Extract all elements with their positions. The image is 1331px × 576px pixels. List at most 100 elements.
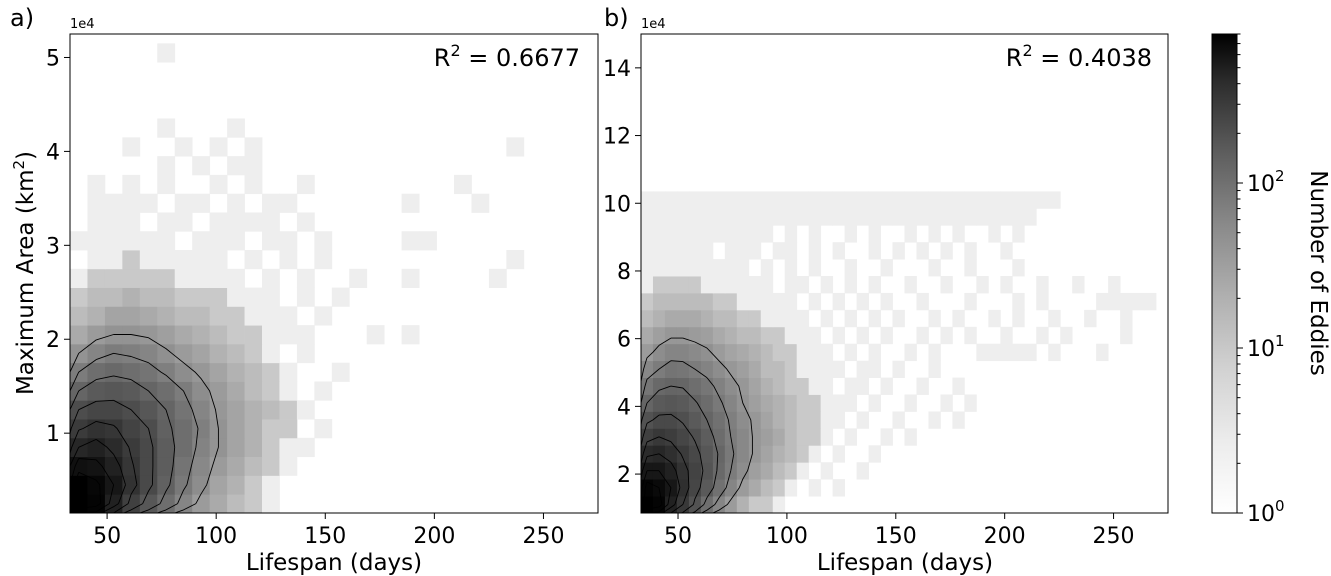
panel-b-heatmap-cell	[1012, 292, 1025, 311]
colorbar-label: Number of Eddies	[1305, 170, 1331, 375]
panel-b-heatmap-cell	[772, 292, 786, 311]
panel-a-heatmap-cell	[262, 494, 280, 513]
panel-a-heatmap-cell	[192, 400, 211, 420]
panel-a-heatmap-cell	[244, 287, 263, 307]
panel-b-heatmap-cell	[736, 496, 750, 513]
panel-b-heatmap-cell	[976, 343, 989, 362]
panel-b-heatmap-cell	[1000, 191, 1013, 209]
panel-a-heatmap-cell	[174, 250, 193, 270]
panel-b-heatmap-cell	[952, 191, 965, 209]
panel-a-heatmap-cell	[227, 437, 245, 458]
panel-b-heatmap-cell	[844, 259, 857, 277]
panel-b-heatmap-cell	[748, 292, 762, 311]
panel-a-heatmap-cell	[296, 437, 315, 458]
panel-a-heatmap-cell	[314, 306, 333, 326]
panel-b-frame	[640, 33, 1169, 514]
panel-a-heatmap-cell	[279, 437, 298, 458]
panel-b-heatmap-cell	[712, 360, 726, 378]
panel-b-heatmap-cell	[688, 462, 702, 480]
panel-b-heatmap-cell	[784, 428, 798, 446]
panel-b-heatmap-cell	[724, 309, 738, 328]
panel-b-heatmap-cell	[688, 242, 702, 260]
panel-b-heatmap-cell	[664, 259, 678, 277]
panel-a-heatmap-cell	[104, 362, 123, 382]
panel-b-heatmap-cell	[736, 276, 750, 294]
panel-b-heatmap-cell	[868, 242, 881, 260]
panel-b-heatmap-cell	[892, 360, 905, 378]
panel-b-heatmap-cell	[808, 394, 822, 412]
panel-b-heatmap-cell	[796, 445, 810, 463]
panel-b-r2-annotation: R2 = 0.4038	[1006, 41, 1152, 72]
panel-a-heatmap-cell	[87, 325, 106, 345]
panel-b-heatmap-cell	[664, 343, 678, 362]
panel-a-heatmap-cell	[506, 250, 525, 270]
panel-b-heatmap-cell	[712, 462, 726, 480]
panel-a-heatmap-cell	[174, 362, 193, 382]
panel-a-heatmap-cell	[104, 268, 123, 288]
panel-a-heatmap-cell	[296, 287, 315, 307]
panel-b-heatmap-cell	[748, 462, 762, 480]
panel-b-heatmap-cell	[1024, 208, 1037, 226]
panel-b-heatmap-cell	[988, 208, 1001, 226]
panel-a-heatmap-cell	[314, 250, 333, 270]
panel-a-y-tick-label: 5	[46, 46, 60, 71]
panel-b-heatmap-cell	[748, 428, 762, 446]
panel-a-heatmap-cell	[209, 287, 228, 307]
panel-b-heatmap-cell	[688, 377, 702, 395]
panel-b-heatmap-cell	[664, 276, 678, 294]
panel-a-heatmap-cell	[122, 174, 141, 195]
panel-b-heatmap-cell	[916, 377, 929, 395]
panel-b-heatmap-cell	[688, 394, 702, 412]
panel-a-y-tick-label: 2	[46, 328, 60, 353]
panel-b-heatmap-cell	[712, 445, 726, 463]
panel-b-heatmap-cell	[940, 242, 953, 260]
panel-b-heatmap-cell	[760, 445, 774, 463]
panel-b-heatmap-cell	[928, 411, 941, 429]
panel-b-heatmap-cell	[760, 225, 774, 243]
panel-b-heatmap-cell	[676, 242, 690, 260]
panel-b-heatmap-cell	[784, 292, 798, 311]
panel-b-heatmap-cell	[856, 411, 869, 429]
panel-a-heatmap-cell	[104, 400, 123, 420]
panel-a-heatmap-cell	[296, 343, 315, 364]
panel-a-heatmap-cell	[244, 174, 263, 195]
panel-b-heatmap-cell	[748, 242, 762, 260]
panel-b-heatmap-cell	[676, 377, 690, 395]
panel-b-heatmap-cell	[952, 411, 965, 429]
panel-a-heatmap-cell	[244, 400, 263, 420]
panel-a-x-tick-label: 50	[93, 524, 121, 549]
panel-b-heatmap-cell	[844, 428, 857, 446]
panel-b-heatmap-cell	[784, 208, 798, 226]
panel-b-contour-line	[643, 481, 663, 510]
panel-b-heatmap-cell	[688, 292, 702, 311]
panel-b-heatmap-cell	[760, 479, 774, 497]
panel-b-heatmap-cell	[1084, 309, 1097, 328]
panel-b-heatmap-cell	[700, 292, 714, 311]
panel-a-label: a)	[10, 4, 34, 32]
panel-b-heatmap-cell	[856, 326, 869, 345]
panel-a-heatmap-cell	[331, 362, 350, 382]
panel-b-heatmap-cell	[688, 326, 702, 345]
panel-b-heatmap-cell	[808, 360, 822, 378]
panel-b-heatmap-cell	[880, 377, 893, 395]
panel-a-heatmap-cell	[157, 456, 176, 476]
panel-b-heatmap-cell	[856, 377, 869, 395]
panel-a-heatmap-cell	[192, 494, 211, 513]
panel-a-heatmap-cell	[139, 437, 158, 458]
panel-b-heatmap-cell	[784, 411, 798, 429]
panel-b-heatmap-cell	[760, 326, 774, 345]
panel-a-heatmap-cell	[401, 268, 420, 288]
panel-a-heatmap-cell	[87, 419, 106, 439]
panel-b-heatmap-cell	[652, 309, 666, 328]
panel-b-heatmap-cell	[868, 343, 881, 362]
panel-a-heatmap-cell	[209, 475, 228, 495]
panel-a-heatmap-cell	[279, 250, 298, 270]
panel-a-heatmap-cell	[122, 343, 141, 364]
panel-b-heatmap-cell	[641, 259, 654, 277]
panel-a-heatmap-cell	[87, 174, 106, 195]
panel-a-heatmap-cell	[244, 381, 263, 401]
panel-b-heatmap-cell	[904, 394, 917, 412]
panel-a-heatmap-cell	[157, 306, 176, 326]
panel-a-heatmap-cell	[244, 325, 263, 345]
panel-b-heatmap-cell	[724, 479, 738, 497]
